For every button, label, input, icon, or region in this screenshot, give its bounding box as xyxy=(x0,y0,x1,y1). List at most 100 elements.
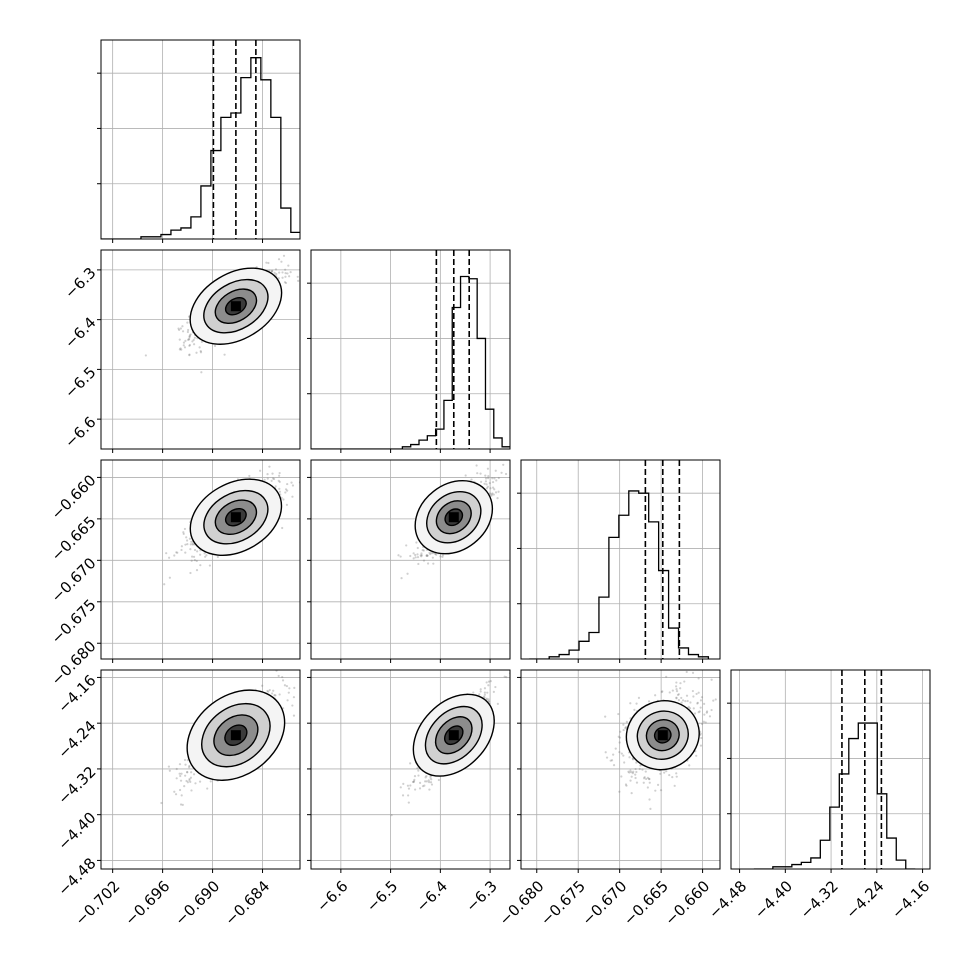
scatter-point xyxy=(192,555,196,558)
scatter-point xyxy=(492,493,495,496)
scatter-point xyxy=(272,246,274,248)
scatter-point xyxy=(439,555,442,558)
scatter-point xyxy=(178,348,181,351)
scatter-point xyxy=(492,486,495,489)
scatter-point xyxy=(503,675,506,678)
scatter-point xyxy=(180,545,183,548)
scatter-point xyxy=(270,479,273,482)
scatter-point xyxy=(263,478,266,481)
scatter-point xyxy=(278,471,281,475)
scatter-point xyxy=(182,531,185,534)
scatter-point xyxy=(189,548,192,551)
x-tick-label: −6.3 xyxy=(462,877,500,915)
scatter-point xyxy=(188,335,191,338)
scatter-point xyxy=(406,572,409,575)
scatter-point xyxy=(280,260,283,263)
scatter-point xyxy=(259,469,262,472)
panel-frame xyxy=(100,459,301,660)
scatter-point xyxy=(198,346,201,349)
scatter-point xyxy=(278,490,282,493)
scatter-point xyxy=(184,339,187,343)
scatter-point xyxy=(675,690,679,693)
scatter-point xyxy=(429,552,432,556)
scatter-point xyxy=(271,269,274,273)
panel-frame xyxy=(520,459,721,660)
scatter-point xyxy=(422,549,425,552)
scatter-point xyxy=(184,543,187,546)
scatter-point xyxy=(288,275,291,278)
scatter-point xyxy=(180,348,183,351)
scatter-point xyxy=(178,328,181,331)
scatter-point xyxy=(412,552,415,555)
scatter-point xyxy=(186,771,189,774)
scatter-point xyxy=(420,552,423,555)
scatter-point xyxy=(409,554,412,558)
scatter-point xyxy=(271,692,274,695)
scatter-point xyxy=(190,789,193,792)
scatter-point xyxy=(685,670,688,674)
scatter-point xyxy=(407,787,411,790)
scatter-point xyxy=(495,479,498,482)
scatter-point xyxy=(494,685,497,689)
scatter-point xyxy=(281,679,285,682)
scatter-point xyxy=(648,781,651,784)
scatter-point xyxy=(282,498,285,501)
scatter-point xyxy=(185,779,188,783)
y-tick-label: −0.670 xyxy=(48,554,100,606)
scatter-point xyxy=(194,782,197,785)
density-peak xyxy=(448,730,459,741)
scatter-point xyxy=(496,702,499,706)
scatter-point xyxy=(441,555,444,558)
scatter-point xyxy=(271,269,274,272)
x-tick-label: −6.6 xyxy=(313,877,351,915)
scatter-point xyxy=(183,784,186,788)
scatter-point xyxy=(488,482,491,485)
scatter-point xyxy=(273,271,276,274)
scatter-point xyxy=(188,335,191,339)
scatter-point xyxy=(283,281,287,284)
scatter-point xyxy=(302,250,304,252)
scatter-point xyxy=(429,776,432,779)
scatter-point xyxy=(418,781,422,784)
scatter-point xyxy=(633,708,636,711)
scatter-point xyxy=(415,541,418,544)
scatter-point xyxy=(488,700,491,703)
scatter-point xyxy=(277,674,280,678)
scatter-point xyxy=(189,543,192,546)
scatter-point xyxy=(281,526,284,530)
scatter-point xyxy=(285,503,289,506)
scatter-point xyxy=(432,562,435,565)
scatter-point xyxy=(289,271,292,274)
scatter-point xyxy=(184,763,187,766)
scatter-point xyxy=(188,337,191,340)
scatter-point xyxy=(160,801,163,805)
scatter-point xyxy=(173,790,176,793)
scatter-point xyxy=(302,266,304,268)
scatter-point xyxy=(407,794,410,797)
scatter-point xyxy=(272,477,276,481)
scatter-point xyxy=(281,271,284,274)
panel-frame xyxy=(100,669,301,870)
scatter-point xyxy=(484,477,488,480)
scatter-point xyxy=(267,261,270,265)
scatter-point xyxy=(639,764,642,767)
scatter-point xyxy=(419,554,422,557)
scatter-point xyxy=(478,693,481,696)
scatter-point xyxy=(184,551,187,554)
scatter-point xyxy=(188,343,191,347)
scatter-point xyxy=(179,803,183,806)
scatter-point xyxy=(168,556,171,559)
y-tick-label: −0.675 xyxy=(48,596,100,648)
scatter-point xyxy=(284,272,287,275)
scatter-point xyxy=(182,341,186,344)
scatter-point xyxy=(284,275,287,278)
scatter-point xyxy=(281,276,284,279)
scatter-point xyxy=(479,688,482,691)
scatter-point xyxy=(676,693,680,697)
scatter-point xyxy=(485,697,488,700)
scatter-point xyxy=(417,562,420,566)
scatter-point xyxy=(204,555,207,558)
scatter-point xyxy=(175,767,178,771)
scatter-point xyxy=(178,763,182,766)
scatter-point xyxy=(406,784,410,787)
